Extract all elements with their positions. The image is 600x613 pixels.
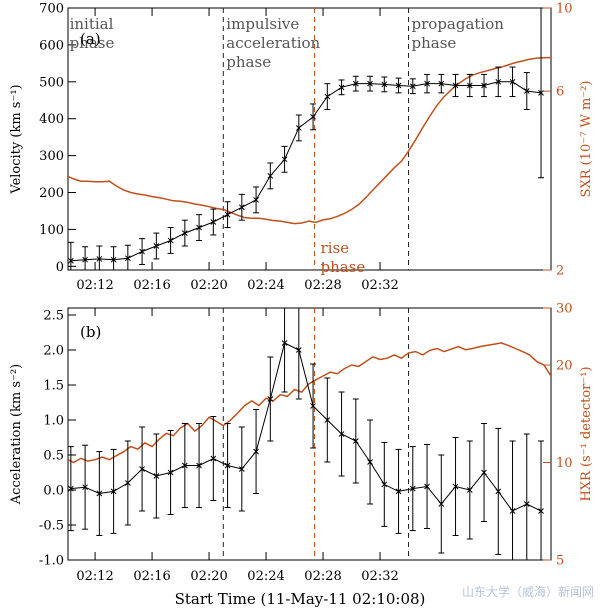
primary-curve-b (70, 342, 542, 512)
x-tick-label-a-3: 02:24 (247, 278, 284, 293)
x-tick-label-b-0: 02:12 (76, 569, 113, 584)
secondary-curve-a (68, 56, 551, 225)
y-right-tick-label-b-0: 5 (556, 554, 564, 569)
annotation-initial-phase-line-1: phase (70, 34, 115, 52)
y-left-tick-label-b-7: 2.5 (43, 309, 64, 324)
x-tick-label-b-1: 02:16 (133, 569, 170, 584)
x-tick-label-a-5: 02:32 (361, 278, 398, 293)
data-point-b-33 (538, 508, 544, 514)
secondary-curve-b (68, 342, 551, 464)
x-tick-label-a-1: 02:16 (133, 278, 170, 293)
watermark: 山东大学（威海）新闻网 (462, 584, 594, 599)
y-left-tick-label-b-2: 0.0 (43, 484, 64, 499)
y-left-tick-label-a-4: 400 (39, 112, 64, 127)
y-left-tick-label-a-0: 0 (56, 260, 64, 275)
y-left-tick-label-b-1: -0.5 (39, 519, 64, 534)
x-tick-label-a-2: 02:20 (190, 278, 227, 293)
y-left-tick-label-a-6: 600 (39, 38, 64, 53)
annotation-propagation-phase-line-1: phase (412, 34, 457, 52)
y-left-tick-label-b-6: 2.0 (43, 344, 64, 359)
x-axis-title: Start Time (11-May-11 02:10:08) (175, 590, 426, 608)
x-axis: 02:12 02:12 02:16 02:16 02:20 02:20 02:24 02:24… (76, 278, 398, 584)
y-left-axis-title-a: Velocity (km s⁻¹) (9, 84, 24, 194)
primary-curve-a (70, 81, 542, 262)
panel-a-frame (67, 7, 552, 271)
plot-area-b (68, 308, 551, 560)
y-left-tick-label-b-4: 1.0 (43, 414, 64, 429)
y-left-tick-label-b-5: 1.5 (43, 379, 64, 394)
y-left-tick-label-a-2: 200 (39, 186, 64, 201)
panel-b-frame (67, 307, 552, 561)
y-right-tick-label-a-0: 2 (556, 264, 564, 279)
y-left-tick-label-a-7: 700 (39, 2, 64, 17)
y-left-tick-label-a-1: 100 (39, 223, 64, 238)
annotation-impulsive-acceleration-phase-line-0: impulsive (226, 15, 299, 33)
annotation-propagation-phase-line-0: propagation (412, 15, 505, 33)
y-right-tick-label-b-1: 10 (556, 456, 573, 471)
panel-a: 0 100 200 300 400 500 600 700 2 6 10 Velocity (km s… (9, 2, 594, 279)
y-right-tick-label-a-1: 6 (556, 85, 564, 100)
y-left-axis-title-b: Acceleration (km s⁻²) (9, 364, 24, 505)
x-tick-label-b-5: 02:32 (361, 569, 398, 584)
x-tick-label-b-2: 02:20 (190, 569, 227, 584)
annotation-rise-phase-line-1: phase (320, 258, 365, 276)
x-tick-label-b-4: 02:28 (304, 569, 341, 584)
annotation-impulsive-acceleration-phase-line-1: acceleration (226, 34, 320, 52)
data-point-a-33 (538, 90, 544, 96)
annotation-impulsive-acceleration-phase-line-2: phase (226, 53, 271, 71)
y-left-tick-label-b-3: 0.5 (43, 449, 64, 464)
annotation-initial-phase-line-0: initial (70, 15, 114, 33)
panel-a-label: (a) (80, 30, 101, 48)
panel-b-label: (b) (80, 323, 101, 341)
x-tick-label-a-0: 02:12 (76, 278, 113, 293)
annotation-rise-phase-line-0: rise (320, 239, 349, 257)
panel-b: -1.0 -0.5 0.0 0.5 1.0 1.5 2.0 2.5 5 10 20 30 Acceler… (9, 302, 594, 569)
y-left-tick-label-a-5: 500 (39, 75, 64, 90)
x-tick-label-a-4: 02:28 (304, 278, 341, 293)
plot-area-a (68, 8, 551, 270)
y-left-tick-label-b-0: -1.0 (39, 554, 64, 569)
y-right-tick-label-b-2: 20 (556, 359, 573, 374)
y-right-axis-title-b: HXR (s⁻¹ detector⁻¹) (579, 366, 594, 501)
y-right-tick-label-b-3: 30 (556, 302, 573, 317)
y-right-axis-title-a: SXR (10⁻⁷ W m⁻²) (579, 81, 594, 198)
y-left-tick-label-a-3: 300 (39, 149, 64, 164)
y-right-tick-label-a-2: 10 (556, 2, 573, 17)
x-tick-label-b-3: 02:24 (247, 569, 284, 584)
